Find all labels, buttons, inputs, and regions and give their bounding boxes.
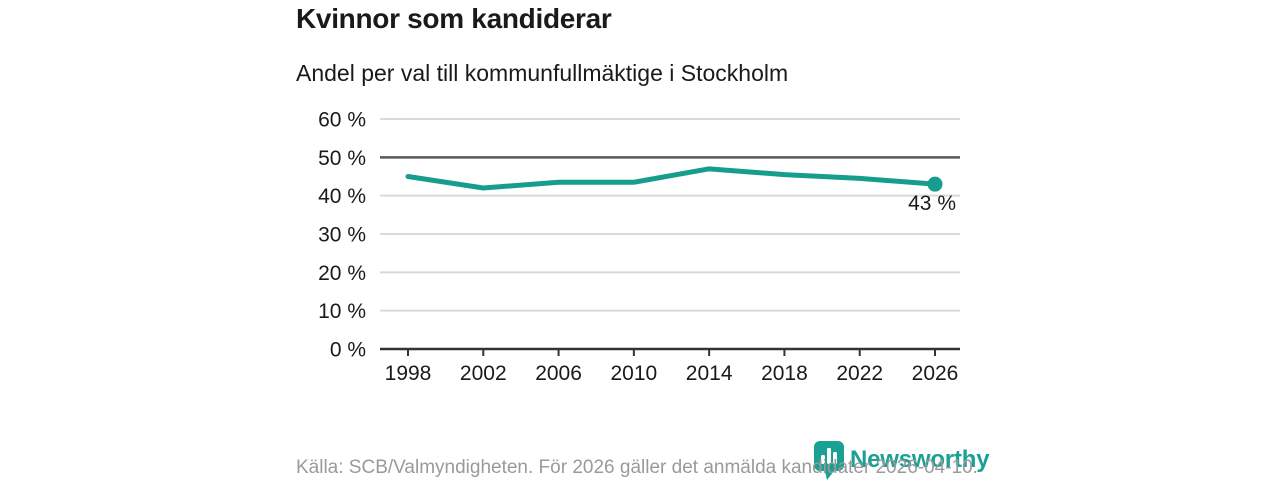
svg-text:30 %: 30 % (318, 224, 366, 247)
svg-text:50 %: 50 % (318, 147, 366, 170)
svg-text:0 %: 0 % (330, 339, 366, 362)
svg-text:2014: 2014 (686, 362, 733, 385)
svg-text:2022: 2022 (836, 362, 883, 385)
source-note: Källa: SCB/Valmyndigheten. För 2026 gäll… (296, 457, 978, 478)
svg-text:40 %: 40 % (318, 185, 366, 208)
svg-text:2018: 2018 (761, 362, 808, 385)
svg-text:43 %: 43 % (908, 192, 956, 215)
svg-text:10 %: 10 % (318, 300, 366, 323)
svg-text:2006: 2006 (535, 362, 582, 385)
newsworthy-wordmark: Newsworthy (850, 446, 990, 473)
newsworthy-logo: Newsworthy (813, 440, 990, 480)
svg-text:60 %: 60 % (318, 109, 366, 132)
chart-subtitle: Andel per val till kommunfullmäktige i S… (296, 60, 789, 86)
svg-text:2002: 2002 (460, 362, 507, 385)
svg-text:20 %: 20 % (318, 262, 366, 285)
svg-text:2010: 2010 (610, 362, 657, 385)
page-title: Kvinnor som kandiderar (296, 3, 612, 34)
svg-text:2026: 2026 (912, 362, 959, 385)
bar-chart-pin-icon (814, 441, 844, 480)
svg-text:1998: 1998 (385, 362, 432, 385)
